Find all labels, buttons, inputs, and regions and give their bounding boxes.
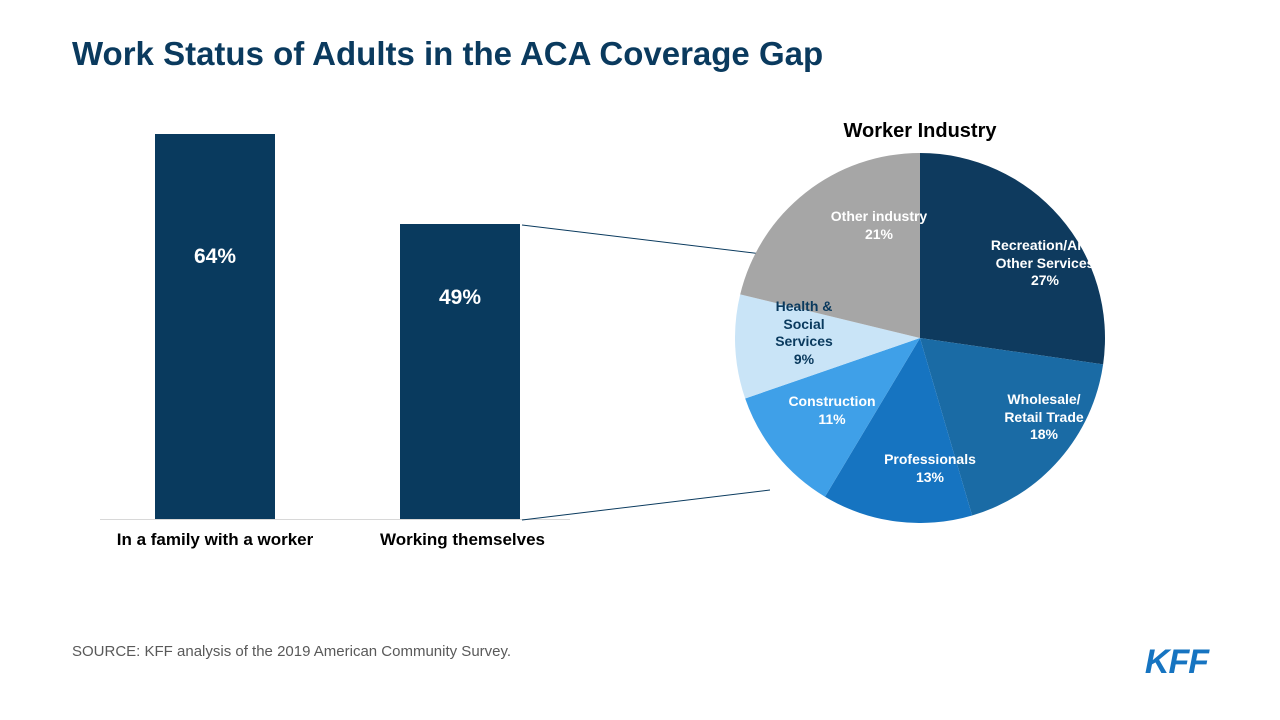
source-text: SOURCE: KFF analysis of the 2019 America…	[72, 643, 511, 660]
pie-svg	[735, 153, 1105, 523]
pie-chart: Recreation/Arts/Other Services27%Wholesa…	[735, 153, 1105, 523]
bar-label-0: In a family with a worker	[115, 530, 315, 550]
pie-slice-0	[920, 153, 1105, 364]
bar-label-1: Working themselves	[375, 530, 550, 550]
kff-logo: KFF	[1145, 643, 1208, 682]
bar-1: 49%	[400, 224, 520, 519]
bar-value-0: 64%	[194, 245, 236, 269]
pie-chart-section: Worker Industry Recreation/Arts/Other Se…	[680, 120, 1160, 580]
page-title: Work Status of Adults in the ACA Coverag…	[72, 35, 823, 73]
bar-0: 64%	[155, 134, 275, 519]
bar-value-1: 49%	[439, 286, 481, 310]
bar-chart: 64% 49% In a family with a worker Working …	[100, 130, 570, 560]
bar-chart-area: 64% 49%	[100, 130, 570, 520]
pie-chart-title: Worker Industry	[680, 120, 1160, 143]
